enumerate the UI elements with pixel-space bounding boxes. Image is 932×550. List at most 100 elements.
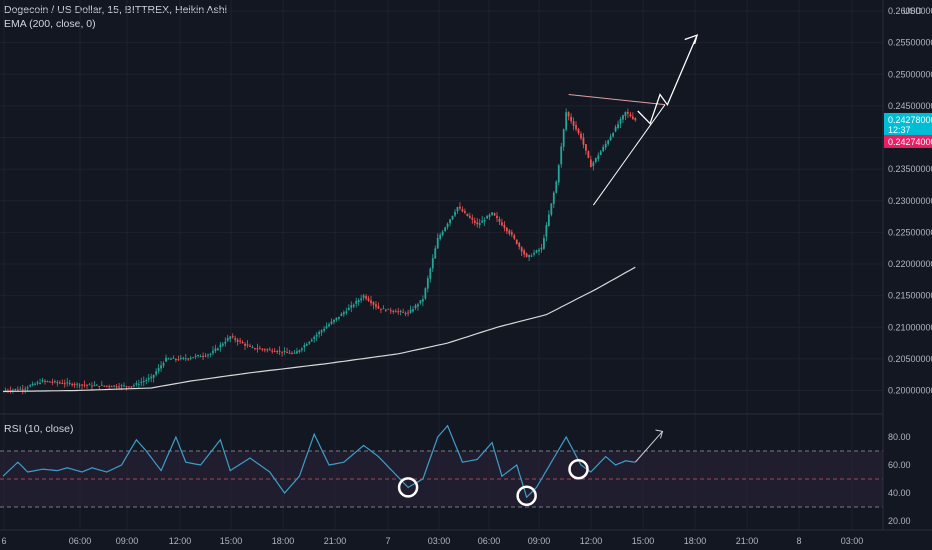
- price-tick: 0.24500000: [888, 101, 932, 111]
- candle-body: [407, 312, 409, 314]
- candle-body: [125, 386, 128, 388]
- time-tick: 06:00: [478, 536, 501, 546]
- candle-body: [246, 344, 249, 346]
- candle-body: [454, 212, 456, 216]
- candle-body: [585, 144, 587, 151]
- candle-body: [56, 382, 59, 384]
- candle-body: [567, 112, 570, 117]
- candle-body: [152, 374, 155, 378]
- low-price-badge: [884, 134, 932, 148]
- candle-body: [466, 213, 469, 217]
- candle-body: [296, 351, 298, 354]
- candle-body: [515, 239, 518, 244]
- candle-body: [303, 345, 306, 348]
- candle-body: [555, 181, 558, 193]
- rsi-circle: [397, 477, 419, 498]
- candle-body: [214, 348, 217, 352]
- candle-body: [560, 146, 563, 165]
- candle-body: [29, 385, 32, 387]
- currency-label: USD: [903, 6, 923, 16]
- candle-body: [128, 386, 130, 388]
- price-tick: 0.26000000: [888, 6, 932, 16]
- candle-body: [557, 165, 560, 183]
- candle-body: [239, 340, 242, 342]
- price-tick: 0.23000000: [888, 196, 932, 206]
- candle-body: [142, 381, 145, 383]
- price-tick: 0.21500000: [888, 291, 932, 301]
- candle-body: [273, 350, 276, 352]
- candle-body: [51, 381, 54, 383]
- candle-body: [508, 230, 511, 234]
- rsi-line: [2, 424, 636, 499]
- candle-body: [291, 352, 293, 354]
- candle-body: [120, 385, 123, 387]
- ema-legend[interactable]: EMA (200, close, 0): [4, 18, 96, 30]
- symbol-legend[interactable]: Dogecoin / US Dollar, 15, BITTREX, Heiki…: [4, 4, 227, 16]
- candle-body: [26, 387, 29, 389]
- candle-body: [11, 389, 14, 391]
- candle-body: [367, 298, 370, 301]
- candle-body: [402, 311, 405, 313]
- candle-body: [609, 136, 612, 141]
- candle-body: [251, 346, 254, 348]
- price-tick: 0.25000000: [888, 69, 932, 79]
- candle-body: [170, 358, 172, 360]
- candle-body: [436, 238, 439, 249]
- candle-body: [426, 278, 429, 289]
- candle-body: [496, 215, 498, 219]
- candle-body: [305, 344, 308, 346]
- candle-body: [209, 353, 212, 355]
- candle-body: [528, 255, 531, 258]
- countdown-text: 12:37: [888, 125, 911, 135]
- time-tick: 15:00: [632, 536, 655, 546]
- rsi-arrowhead: [655, 429, 664, 439]
- candle-body: [365, 296, 367, 299]
- time-tick: 7: [385, 536, 390, 546]
- candle-body: [86, 384, 88, 386]
- candle-body: [446, 223, 449, 228]
- candle-body: [140, 381, 143, 384]
- candle-body: [631, 116, 634, 119]
- candle-body: [518, 243, 521, 247]
- candle-body: [44, 380, 46, 382]
- candle-body: [224, 341, 227, 344]
- candle-body: [298, 350, 301, 352]
- candle-body: [93, 385, 96, 387]
- candle-body: [602, 146, 605, 151]
- candle-body: [76, 383, 78, 385]
- candle-body: [597, 155, 600, 159]
- candle-body: [498, 219, 501, 222]
- candle-body: [338, 316, 340, 319]
- ema-line: [2, 266, 636, 393]
- candle-body: [71, 384, 74, 386]
- time-tick: 09:00: [528, 536, 551, 546]
- candle-body: [194, 355, 197, 357]
- rsi-legend[interactable]: RSI (10, close): [4, 423, 74, 435]
- candle-body: [429, 268, 432, 279]
- candle-body: [417, 304, 419, 307]
- candle-body: [110, 386, 113, 388]
- candle-body: [362, 295, 365, 298]
- candle-body: [31, 383, 34, 386]
- candle-body: [627, 112, 629, 114]
- price-tick: 0.21000000: [888, 322, 932, 332]
- candle-body: [157, 367, 160, 372]
- candle-body: [130, 386, 133, 388]
- candle-body: [241, 342, 244, 344]
- candle-body: [451, 215, 454, 220]
- candle-body: [300, 348, 303, 351]
- rsi-tick: 40.00: [888, 488, 911, 498]
- candle-body: [587, 151, 590, 158]
- candle-body: [202, 355, 204, 357]
- candle-body: [234, 338, 237, 340]
- candle-body: [81, 384, 83, 386]
- candle-body: [570, 116, 572, 122]
- candle-body: [582, 137, 585, 145]
- candle-body: [24, 388, 27, 390]
- candle-body: [510, 232, 513, 235]
- price-axis: 0.20000000 0.20500000 0.21000000 0.21500000…: [888, 6, 932, 395]
- candle-body: [216, 348, 219, 351]
- candle-body: [552, 192, 555, 204]
- price-tick: 0.22500000: [888, 227, 932, 237]
